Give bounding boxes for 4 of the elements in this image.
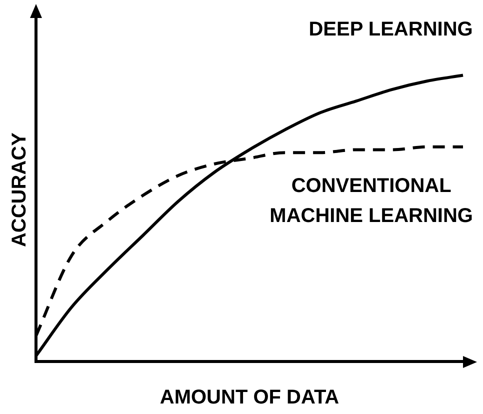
y-axis-title: ACCURACY	[8, 132, 31, 248]
x-axis-title: AMOUNT OF DATA	[160, 386, 340, 409]
series-label: CONVENTIONAL MACHINE LEARNING	[270, 174, 474, 227]
series-label: DEEP LEARNING	[308, 18, 473, 40]
